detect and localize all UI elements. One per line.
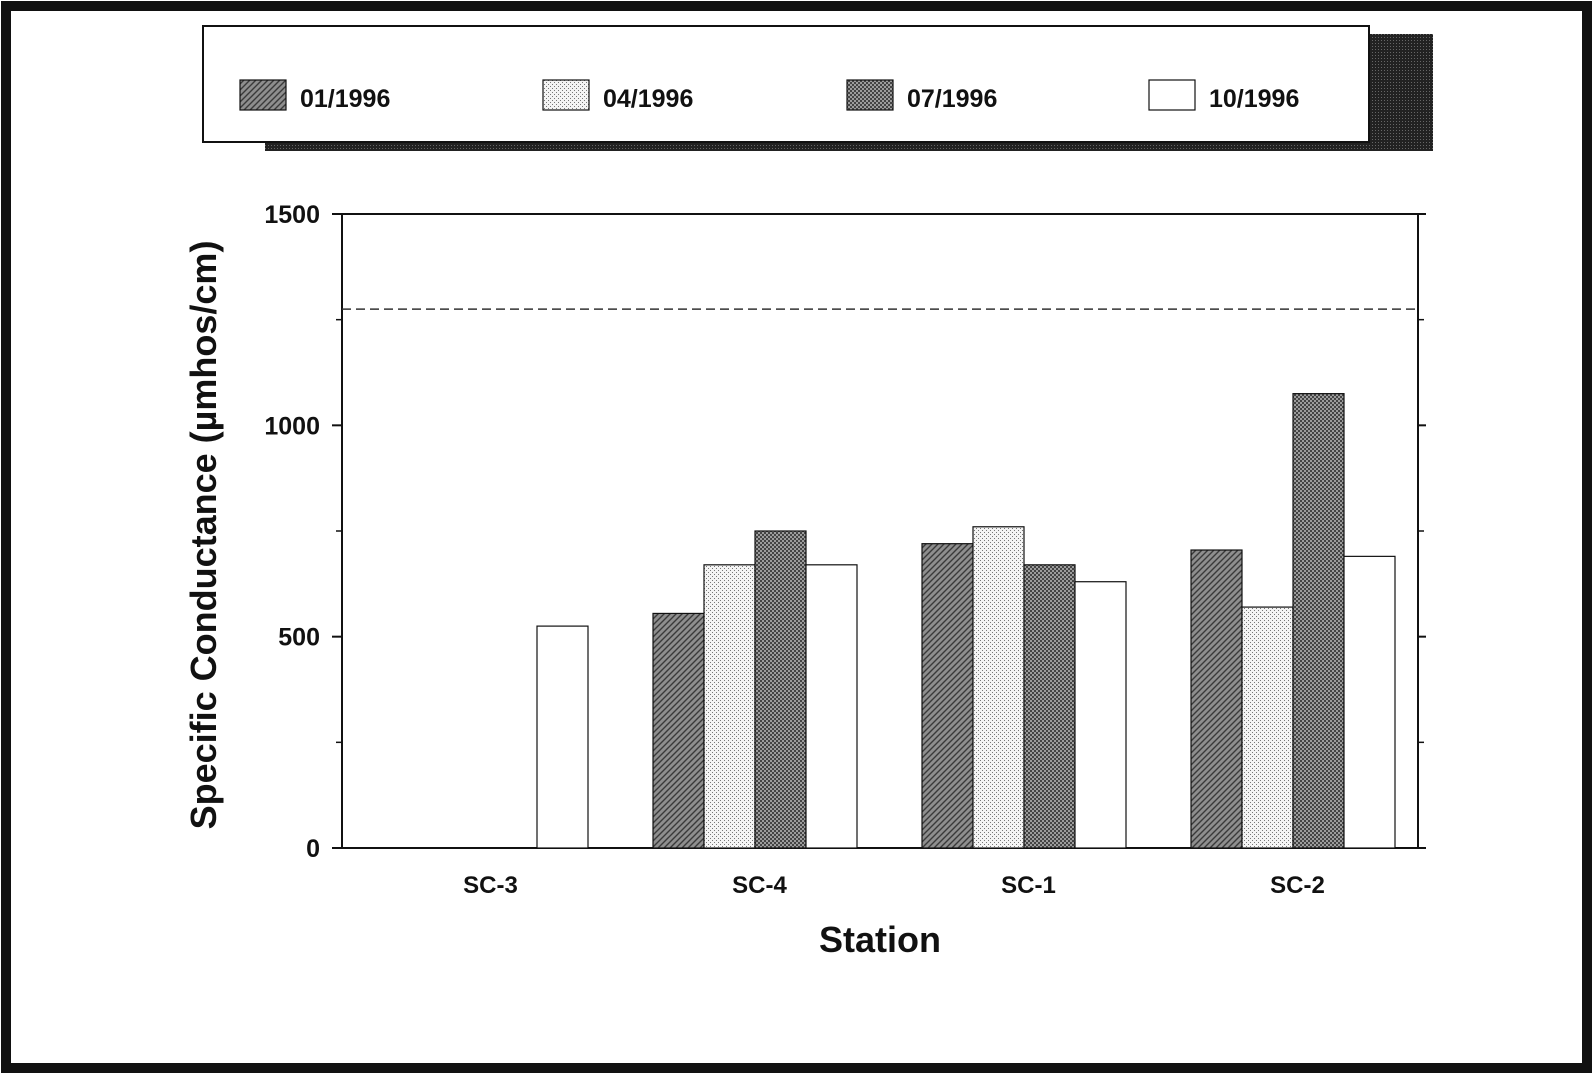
legend-swatch	[542, 79, 590, 111]
bar	[1292, 393, 1345, 849]
legend-swatch	[1148, 79, 1196, 111]
y-tick-label: 500	[278, 624, 320, 652]
legend-swatch	[239, 79, 287, 111]
bar	[754, 530, 807, 849]
bar	[703, 564, 756, 849]
bar	[1023, 564, 1076, 849]
x-tick-label: SC-1	[1001, 872, 1056, 899]
bar	[972, 526, 1025, 849]
bar	[652, 612, 705, 849]
bar	[1074, 581, 1127, 849]
bar	[1190, 549, 1243, 849]
legend-label: 07/1996	[907, 85, 997, 113]
y-tick-label: 1500	[264, 201, 320, 229]
bar	[1343, 555, 1396, 849]
bar	[921, 543, 974, 849]
y-axis-title: Specific Conductance (µmhos/cm)	[183, 241, 224, 830]
x-axis-title: Station	[819, 919, 941, 960]
y-tick-label: 1000	[264, 412, 320, 440]
x-tick-label: SC-2	[1270, 872, 1325, 899]
bar	[805, 564, 858, 849]
legend-label: 10/1996	[1209, 85, 1299, 113]
legend-label: 01/1996	[300, 85, 390, 113]
x-tick-label: SC-3	[463, 872, 518, 899]
bar	[1241, 606, 1294, 849]
legend-swatch	[846, 79, 894, 111]
x-tick-label: SC-4	[732, 872, 787, 899]
bar	[536, 625, 589, 849]
legend: 01/1996 04/1996 07/1996 10/1996	[202, 25, 1433, 151]
legend-label: 04/1996	[603, 85, 693, 113]
y-tick-label: 0	[306, 835, 320, 863]
